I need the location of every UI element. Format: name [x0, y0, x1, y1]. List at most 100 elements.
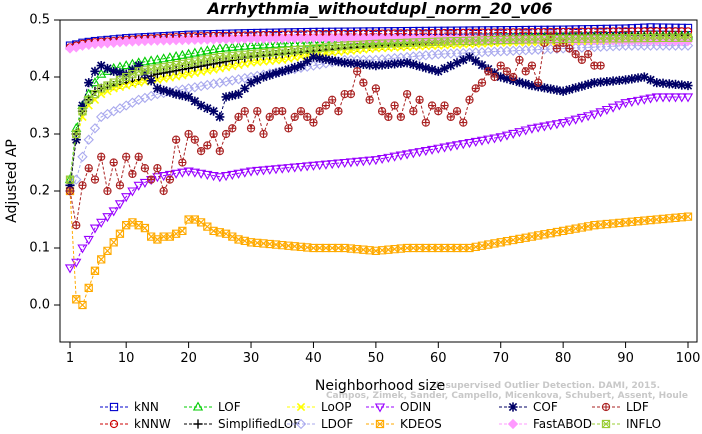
series-odin-point: [414, 148, 425, 158]
series-kdeos-group: [65, 186, 693, 310]
series-cof-point: [627, 74, 637, 84]
series-cof-point: [296, 61, 306, 71]
series-layer: [64, 23, 694, 310]
series-inflo-point: [683, 33, 693, 42]
series-ldf-point: [577, 55, 587, 65]
x-tick-label: 80: [555, 351, 572, 366]
series-odin-point: [626, 97, 637, 108]
series-cof-point: [340, 58, 350, 68]
series-cof-point: [277, 66, 287, 76]
series-ldf-point: [396, 112, 405, 122]
series-loop-point: [203, 66, 212, 75]
series-cof-point: [552, 85, 562, 95]
series-cof-point: [352, 59, 362, 69]
plot-frame: [59, 19, 698, 343]
series-ldf-point: [296, 107, 306, 116]
series-ldf-point: [97, 152, 106, 161]
series-ldf-point: [290, 112, 299, 122]
series-odin-point: [83, 235, 94, 245]
series-odin-point: [183, 167, 194, 177]
legend-label: kNNW: [134, 417, 171, 431]
series-ldf-point: [253, 107, 262, 116]
series-cof-point: [152, 83, 162, 93]
series-odin-point: [682, 93, 694, 103]
series-ldf-point: [583, 50, 593, 59]
legend-label: ODIN: [400, 400, 431, 414]
series-kdeos-point: [97, 255, 106, 264]
series-ldf-point: [240, 107, 249, 116]
series-cof-point: [514, 77, 525, 87]
series-loop-point: [196, 67, 206, 77]
series-ldf-point: [509, 72, 518, 82]
series-cof-point: [96, 61, 106, 71]
series-kdeos-point: [90, 266, 100, 275]
series-cof-point: [670, 79, 681, 90]
series-ldf-point: [259, 129, 268, 139]
legend-swatch-marker: [193, 419, 203, 429]
series-odin-point: [102, 213, 113, 223]
series-odin-point: [245, 167, 257, 177]
series-odin-point: [308, 161, 319, 171]
series-odin-point: [582, 112, 594, 122]
series-odin-point: [470, 137, 481, 147]
series-lof-point: [152, 54, 163, 64]
series-odin-point: [639, 95, 650, 105]
series-ldf-point: [84, 164, 93, 173]
series-ldf-point: [65, 186, 75, 196]
series-odin-point: [676, 93, 687, 103]
series-ldf-point: [122, 152, 131, 161]
series-cof-point: [171, 89, 181, 99]
series-cof-point: [333, 57, 344, 67]
series-inflo-point: [78, 107, 87, 116]
series-odin-line: [69, 96, 688, 269]
series-ldf-point: [465, 95, 474, 104]
series-cof-point: [121, 69, 131, 79]
series-odin-point: [158, 172, 169, 182]
series-cof-point: [271, 68, 281, 78]
series-kdeos-point: [115, 229, 125, 238]
series-cof-point: [414, 61, 425, 71]
series-cof-point: [227, 90, 237, 101]
series-odin-point: [202, 170, 213, 180]
series-cof-point: [115, 68, 125, 78]
legend-label: FastABOD: [533, 417, 592, 431]
series-odin-point: [614, 101, 625, 111]
series-odin-point: [208, 172, 219, 182]
y-tick-label: 0.3: [29, 127, 50, 142]
series-ldf-point: [278, 107, 287, 116]
series-odin-point: [395, 151, 406, 161]
legend-entry-fastabod: FastABOD: [499, 417, 592, 431]
series-ldf-point: [196, 146, 206, 156]
series-odin-point: [358, 157, 369, 167]
series-cof-point: [315, 53, 325, 63]
series-odin-point: [451, 141, 463, 151]
series-lof-point: [208, 44, 219, 54]
series-ldf-point: [203, 141, 212, 150]
legend-swatch-marker: [295, 418, 307, 430]
series-cof-point: [215, 112, 225, 122]
x-tick-label: 10: [118, 351, 135, 366]
y-tick-label: 0.2: [29, 184, 50, 199]
series-ldf-point: [303, 112, 312, 122]
series-kdeos-point: [84, 283, 93, 293]
x-tick-label: 40: [305, 351, 322, 366]
series-cof-point: [283, 64, 294, 74]
series-ldf-point: [328, 95, 337, 104]
series-loop-point: [190, 68, 200, 78]
series-simplifiedlof-point: [171, 66, 181, 76]
series-lof-point: [308, 37, 319, 47]
watermark-line-1: Campos, Zimek, Sander, Campello, Micenko…: [326, 391, 688, 401]
series-odin-point: [264, 165, 275, 175]
series-lof-group: [64, 30, 694, 184]
series-cof-point: [390, 59, 400, 69]
series-ldf-point: [377, 107, 387, 116]
series-cof-point: [159, 85, 169, 95]
series-lof-point: [189, 47, 200, 57]
series-cof-point: [614, 75, 624, 86]
series-cof-point: [127, 65, 138, 75]
legend-swatch-marker: [192, 401, 204, 411]
series-lof-point: [220, 42, 232, 52]
series-cof-point: [308, 52, 319, 62]
series-cof-point: [358, 59, 368, 70]
series-odin-point: [514, 128, 525, 138]
